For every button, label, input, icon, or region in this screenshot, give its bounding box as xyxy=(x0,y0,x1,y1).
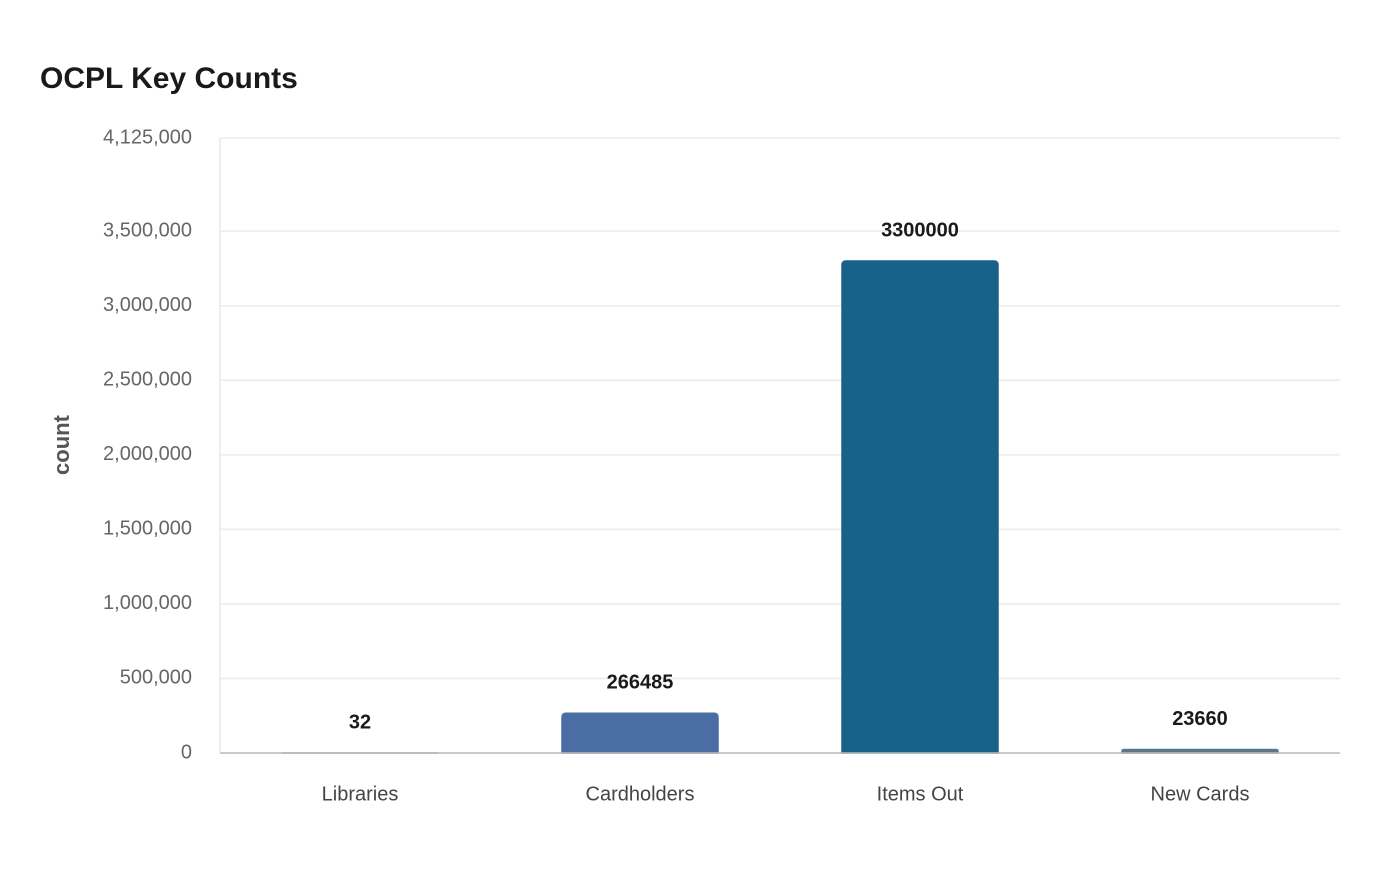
y-tick-label: 1,000,000 xyxy=(103,592,192,614)
y-tick-label: 1,500,000 xyxy=(103,518,192,540)
y-tick-label: 3,000,000 xyxy=(103,294,192,316)
y-tick-label: 2,500,000 xyxy=(103,369,192,391)
bar xyxy=(841,260,999,754)
y-tick-label: 500,000 xyxy=(120,667,192,689)
value-label: 23660 xyxy=(1172,708,1228,730)
y-tick-label: 0 xyxy=(181,741,192,763)
y-tick-label: 2,000,000 xyxy=(103,443,192,465)
x-tick-label: Cardholders xyxy=(586,783,695,805)
value-label: 266485 xyxy=(607,672,674,694)
value-label: 3300000 xyxy=(881,219,959,241)
x-tick-label: Libraries xyxy=(322,783,399,805)
x-tick-label: Items Out xyxy=(877,783,964,805)
x-tick-label: New Cards xyxy=(1151,783,1250,805)
chart-title: OCPL Key Counts xyxy=(40,62,298,95)
y-axis-title: count xyxy=(49,414,74,475)
bar xyxy=(1121,748,1279,754)
bar xyxy=(561,712,719,754)
y-tick-label: 3,500,000 xyxy=(103,219,192,241)
value-label: 32 xyxy=(349,711,371,733)
y-tick-label: 4,125,000 xyxy=(103,126,192,148)
